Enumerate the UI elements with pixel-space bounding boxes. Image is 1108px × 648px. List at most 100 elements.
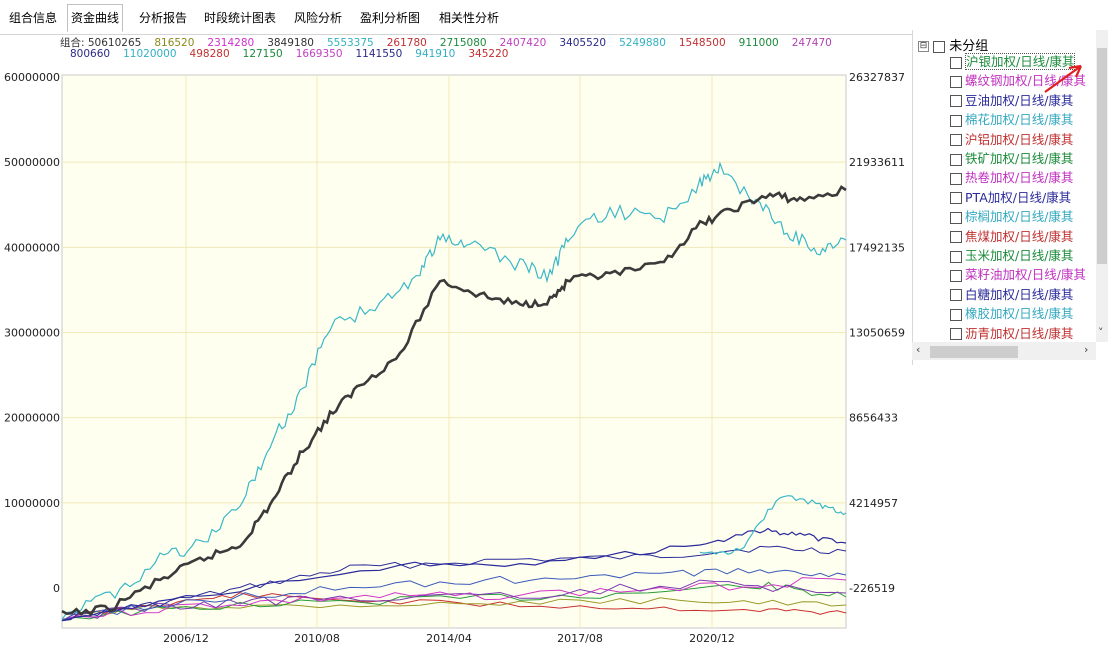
x-axis-tick-label: 2006/12 (163, 632, 209, 645)
legend-value: 组合: 50610265 (60, 37, 142, 49)
tab-bar: 组合信息 资金曲线 分析报告 时段统计图表 风险分析 盈利分析图 相关性分析 (0, 0, 1108, 35)
legend-value: 11020000 (123, 48, 177, 60)
axis-labels: 60000000 26327837 50000000 21933611 40000000… (4, 71, 905, 645)
scroll-down-icon[interactable]: ˅ (1098, 326, 1104, 339)
root-checkbox[interactable] (933, 40, 946, 53)
collapse-toggle-icon[interactable]: ⊟ (918, 41, 929, 52)
legend-value: 2407420 (499, 37, 547, 49)
tree-horizontal-scrollbar[interactable]: ‹ › (912, 342, 1096, 360)
tab-analysis-report[interactable]: 分析报告 (139, 11, 188, 25)
tab-period-stats[interactable]: 时段统计图表 (204, 11, 277, 25)
strategy-checkbox[interactable] (950, 211, 962, 224)
legend-value: 5553375 (326, 37, 374, 49)
strategy-label: 棕榈加权/日线/康其 (965, 209, 1074, 225)
x-axis-tick-label: 2014/04 (426, 632, 472, 645)
legend-value: 911000 (738, 37, 779, 49)
strategy-label: 豆油加权/日线/康其 (965, 92, 1074, 108)
strategy-label: PTA加权/日线/康其 (965, 189, 1072, 205)
strategy-checkbox[interactable] (950, 328, 962, 341)
legend-value: 1141550 (355, 48, 403, 60)
strategy-checkbox[interactable] (950, 289, 962, 302)
strategy-label: 沪银加权/日线/康其 (965, 53, 1076, 70)
strategy-checkbox[interactable] (950, 250, 962, 263)
legend-row-2: 800660 11020000 498280 127150 1669350 1141550… (70, 48, 521, 60)
scroll-left-icon[interactable]: ‹ (916, 343, 921, 356)
legend-value: 261780 (386, 37, 427, 49)
legend-value: 5249880 (619, 37, 666, 49)
strategy-checkbox[interactable] (950, 114, 962, 127)
tree-root-label: 未分组 (949, 39, 989, 54)
strategy-tree-item[interactable]: 沥青加权/日线/康其 (950, 324, 1090, 343)
legend-value: 800660 (70, 48, 111, 60)
right-axis-tick-label: 21933611 (849, 156, 905, 169)
equity-curve-chart: 60000000 26327837 50000000 21933611 40000000… (4, 71, 905, 645)
legend-value: 247470 (791, 37, 832, 49)
strategy-checkbox[interactable] (950, 153, 962, 166)
strategy-checkbox[interactable] (950, 269, 962, 282)
strategy-checkbox[interactable] (950, 231, 962, 244)
strategy-label: 沪铝加权/日线/康其 (965, 131, 1074, 147)
strategy-tree-item[interactable]: 菜籽油加权/日线/康其 (950, 265, 1090, 284)
horizontal-scroll-thumb[interactable] (930, 346, 1018, 358)
right-axis-tick-label: 13050659 (849, 327, 905, 340)
left-axis-tick-label: 20000000 (4, 412, 60, 425)
strategy-tree-item[interactable]: 棕榈加权/日线/康其 (950, 207, 1090, 226)
strategy-label: 玉米加权/日线/康其 (965, 248, 1074, 263)
strategy-label: 橡胶加权/日线/康其 (965, 306, 1074, 322)
tree-vertical-scrollbar[interactable]: ˅ (1096, 30, 1108, 342)
legend-value: 3405520 (559, 37, 607, 49)
strategy-checkbox[interactable] (950, 172, 962, 185)
tree-root-ungrouped[interactable]: ⊟ 未分组 (918, 35, 989, 54)
tab-portfolio-info[interactable]: 组合信息 (9, 11, 58, 25)
strategy-checkbox[interactable] (950, 75, 962, 88)
strategy-tree-item[interactable]: 橡胶加权/日线/康其 (950, 304, 1090, 323)
legend-value: 1669350 (295, 48, 343, 60)
strategy-tree-item[interactable]: 焦煤加权/日线/康其 (950, 227, 1090, 246)
strategy-tree-item[interactable]: 沪铝加权/日线/康其 (950, 130, 1090, 149)
series-line (61, 185, 847, 617)
series-line (61, 567, 847, 622)
strategy-checkbox[interactable] (950, 56, 962, 69)
left-axis-tick-label: 60000000 (4, 71, 60, 84)
strategy-tree-panel: ⊟ 未分组 沪银加权/日线/康其 螺纹钢加权/日线/康其 豆油加权/日线/康其 棉花加… (912, 30, 1108, 365)
tab-correlation[interactable]: 相关性分析 (439, 11, 500, 25)
strategy-label: 焦煤加权/日线/康其 (965, 228, 1074, 244)
tab-equity-curve[interactable]: 资金曲线 (67, 4, 124, 32)
legend-value: 2314280 (207, 37, 255, 49)
vertical-scroll-thumb[interactable] (1097, 48, 1107, 264)
strategy-tree-item[interactable]: PTA加权/日线/康其 (950, 188, 1090, 207)
x-axis-tick-label: 2017/08 (557, 632, 603, 645)
strategy-tree-item[interactable]: 白糖加权/日线/康其 (950, 285, 1090, 304)
plot-area (61, 74, 847, 629)
strategy-label: 热卷加权/日线/康其 (965, 170, 1074, 186)
x-axis-tick-label: 2020/12 (689, 632, 735, 645)
tab-risk-analysis[interactable]: 风险分析 (294, 11, 343, 25)
strategy-tree-item[interactable]: 铁矿加权/日线/康其 (950, 149, 1090, 168)
strategy-label: 白糖加权/日线/康其 (965, 286, 1074, 302)
scroll-right-icon[interactable]: › (1084, 343, 1089, 356)
tab-profit-chart[interactable]: 盈利分析图 (360, 11, 421, 25)
strategy-tree-item[interactable]: 棉花加权/日线/康其 (950, 110, 1090, 129)
series-line (61, 577, 847, 621)
right-axis-tick-label: 26327837 (849, 71, 905, 84)
right-axis-tick-label: 8656433 (849, 412, 898, 425)
strategy-checkbox[interactable] (950, 308, 962, 321)
strategy-checkbox[interactable] (950, 95, 962, 108)
strategy-tree-item[interactable]: 热卷加权/日线/康其 (950, 168, 1090, 187)
strategy-label: 沥青加权/日线/康其 (965, 325, 1074, 341)
left-axis-tick-label: 30000000 (4, 327, 60, 340)
legend-value: 345220 (468, 48, 509, 60)
strategy-label: 铁矿加权/日线/康其 (965, 151, 1074, 166)
left-axis-tick-label: 40000000 (4, 241, 60, 254)
strategy-checkbox[interactable] (950, 134, 962, 147)
strategy-tree-item[interactable]: 玉米加权/日线/康其 (950, 246, 1090, 265)
grid-lines (62, 75, 846, 628)
legend-value: 1548500 (678, 37, 726, 49)
strategy-tree-item[interactable]: 豆油加权/日线/康其 (950, 91, 1090, 110)
left-axis-tick-label: 50000000 (4, 156, 60, 169)
series-line (61, 161, 847, 620)
strategy-checkbox[interactable] (950, 192, 962, 205)
legend-value: 3849180 (267, 37, 314, 49)
equity-chart-panel: 组合: 50610265 816520 2314280 3849180 5553375 2… (0, 35, 910, 648)
strategy-tree-item[interactable]: 沪银加权/日线/康其 (950, 52, 1090, 71)
